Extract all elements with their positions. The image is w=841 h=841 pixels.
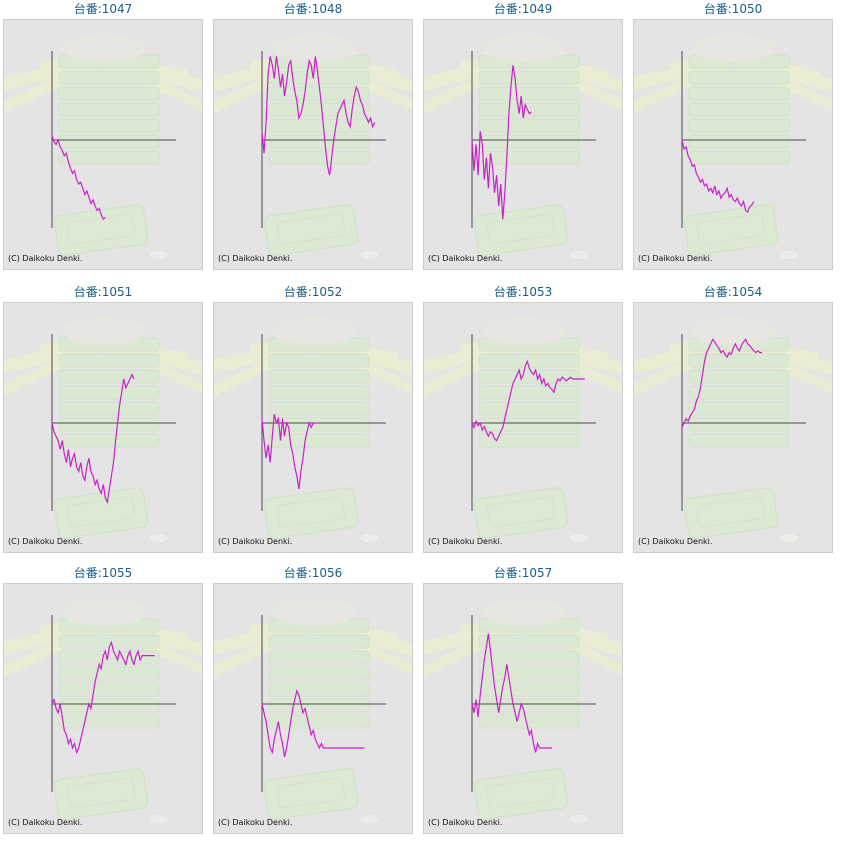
chart-svg <box>214 598 412 825</box>
chart-panel: (C) Daikoku Denki. <box>423 583 623 834</box>
copyright-text: (C) Daikoku Denki. <box>218 537 293 546</box>
copyright-text: (C) Daikoku Denki. <box>638 537 713 546</box>
background-art <box>424 317 622 544</box>
background-art <box>214 34 412 261</box>
copyright-text: (C) Daikoku Denki. <box>428 254 503 263</box>
background-art <box>214 598 412 825</box>
chart-panel: (C) Daikoku Denki. <box>3 583 203 834</box>
chart-svg <box>4 317 202 544</box>
background-art <box>214 317 412 544</box>
chart-title[interactable]: 台番:1051 <box>73 285 133 299</box>
background-art <box>4 317 202 544</box>
chart-svg <box>214 34 412 261</box>
chart-svg <box>424 598 622 825</box>
chart-svg <box>424 34 622 261</box>
copyright-text: (C) Daikoku Denki. <box>428 818 503 827</box>
series-line <box>471 359 585 442</box>
chart-svg <box>4 34 202 261</box>
chart-panel: (C) Daikoku Denki. <box>3 302 203 553</box>
series-line <box>471 65 532 220</box>
series-line <box>51 640 155 755</box>
chart-svg <box>634 34 832 261</box>
chart-panel: (C) Daikoku Denki. <box>423 302 623 553</box>
background-art <box>634 317 832 544</box>
chart-panel: (C) Daikoku Denki. <box>633 302 833 553</box>
chart-svg <box>214 317 412 544</box>
background-art <box>634 34 832 261</box>
chart-title[interactable]: 台番:1047 <box>73 2 133 16</box>
series-line <box>261 56 376 176</box>
chart-panel: (C) Daikoku Denki. <box>213 583 413 834</box>
chart-panel: (C) Daikoku Denki. <box>3 19 203 270</box>
series-line <box>51 373 135 505</box>
chart-svg <box>424 317 622 544</box>
copyright-text: (C) Daikoku Denki. <box>218 818 293 827</box>
series-line <box>51 135 106 221</box>
chart-svg <box>634 317 832 544</box>
chart-title[interactable]: 台番:1056 <box>283 566 343 580</box>
chart-title[interactable]: 台番:1048 <box>283 2 343 16</box>
chart-panel: (C) Daikoku Denki. <box>213 302 413 553</box>
chart-panel: (C) Daikoku Denki. <box>213 19 413 270</box>
copyright-text: (C) Daikoku Denki. <box>218 254 293 263</box>
series-line <box>261 688 365 757</box>
background-art <box>424 34 622 261</box>
copyright-text: (C) Daikoku Denki. <box>8 537 83 546</box>
chart-panel: (C) Daikoku Denki. <box>423 19 623 270</box>
series-line <box>261 414 320 490</box>
chart-title[interactable]: 台番:1049 <box>493 2 553 16</box>
background-art <box>4 34 202 261</box>
copyright-text: (C) Daikoku Denki. <box>8 818 83 827</box>
chart-panel: (C) Daikoku Denki. <box>633 19 833 270</box>
background-art <box>4 598 202 825</box>
chart-title[interactable]: 台番:1054 <box>703 285 763 299</box>
chart-svg <box>4 598 202 825</box>
chart-title[interactable]: 台番:1055 <box>73 566 133 580</box>
chart-title[interactable]: 台番:1050 <box>703 2 763 16</box>
copyright-text: (C) Daikoku Denki. <box>8 254 83 263</box>
series-line <box>681 338 762 428</box>
copyright-text: (C) Daikoku Denki. <box>638 254 713 263</box>
series-line <box>471 633 552 753</box>
copyright-text: (C) Daikoku Denki. <box>428 537 503 546</box>
chart-title[interactable]: 台番:1053 <box>493 285 553 299</box>
series-line <box>681 139 755 214</box>
chart-title[interactable]: 台番:1052 <box>283 285 343 299</box>
chart-title[interactable]: 台番:1057 <box>493 566 553 580</box>
background-art <box>424 598 622 825</box>
